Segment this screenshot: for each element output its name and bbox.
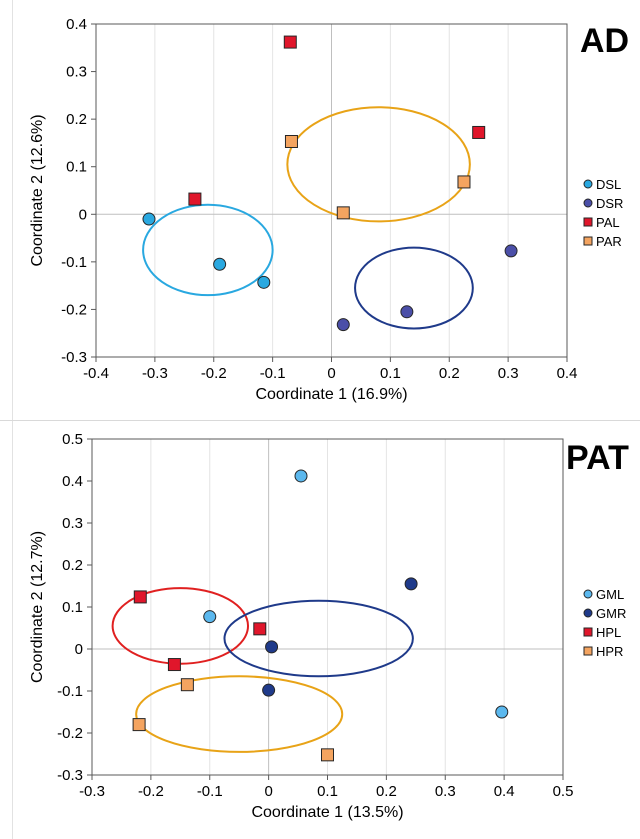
- pat-y-tick-label: -0.1: [57, 683, 83, 700]
- pat-cluster-ellipse-1: [111, 587, 250, 665]
- ad-legend-dsl-marker: [583, 179, 593, 189]
- ad-point-par: [457, 175, 471, 189]
- pat-x-tick-label: 0: [264, 783, 272, 800]
- ad-legend-par-marker: [583, 236, 593, 246]
- ad-x-tick-label: 0.2: [439, 365, 460, 382]
- ad-y-tick-label: 0: [79, 206, 87, 223]
- ad-y-tick-label: 0.4: [66, 16, 87, 33]
- ad-point-par: [284, 135, 298, 149]
- ad-y-tick-label: 0.3: [66, 64, 87, 81]
- ad-legend-pal-marker: [583, 217, 593, 227]
- pat-x-axis-title: Coordinate 1 (13.5%): [251, 804, 403, 821]
- ad-x-axis-title: Coordinate 1 (16.9%): [255, 386, 407, 403]
- pat-legend-hpr-label: HPR: [596, 644, 623, 659]
- pat-y-tick-label: 0.2: [62, 557, 83, 574]
- ad-y-tick-label: -0.2: [61, 301, 87, 318]
- ad-x-tick-label: 0.3: [498, 365, 519, 382]
- pat-legend-hpl-marker: [583, 627, 593, 637]
- ad-point-dsl: [213, 257, 227, 271]
- ad-y-tick-label: 0.2: [66, 111, 87, 128]
- pat-point-hpl: [133, 590, 147, 604]
- ad-legend-dsr-label: DSR: [596, 196, 623, 211]
- ad-point-dsl: [257, 275, 271, 289]
- ad-y-axis-title: Coordinate 2 (12.6%): [29, 114, 46, 266]
- pat-y-tick-label: 0: [75, 641, 83, 658]
- ad-point-dsl: [142, 212, 156, 226]
- ad-y-tick-label: 0.1: [66, 159, 87, 176]
- ad-y-tick-label: -0.3: [61, 349, 87, 366]
- pat-panel-title: PAT: [566, 439, 629, 477]
- pat-cluster-ellipse-2: [223, 599, 414, 678]
- ad-cluster-ellipse-1: [142, 203, 274, 297]
- pat-legend-gml-label: GML: [596, 587, 624, 602]
- pat-point-hpr: [180, 678, 194, 692]
- ad-legend-dsl-label: DSL: [596, 177, 621, 192]
- ad-cluster-ellipse-3: [286, 106, 471, 223]
- chart-pat-svg: -0.3 -0.2 -0.1 0 0.1 0.2 0.3 0.4 0.5 -0.3 -0.2 -0.1…: [29, 431, 629, 821]
- ad-x-tick-label: -0.1: [260, 365, 286, 382]
- pat-point-hpl: [253, 622, 267, 636]
- ad-legend-pal-label: PAL: [596, 215, 620, 230]
- pat-point-gml: [495, 705, 509, 719]
- pat-cluster-ellipse-3: [135, 675, 344, 753]
- pat-legend-gmr-marker: [583, 608, 593, 618]
- pat-x-tick-label: -0.1: [197, 783, 223, 800]
- pat-y-tick-label: 0.4: [62, 473, 83, 490]
- pat-y-tick-label: -0.3: [57, 767, 83, 784]
- pat-y-tick-label: 0.3: [62, 515, 83, 532]
- ad-legend-dsr-marker: [583, 198, 593, 208]
- ad-x-tick-label: -0.3: [142, 365, 168, 382]
- pat-y-axis-title: Coordinate 2 (12.7%): [29, 531, 46, 683]
- pat-y-tick-label: -0.2: [57, 725, 83, 742]
- pat-point-gml: [294, 469, 308, 483]
- ad-legend-par-label: PAR: [596, 234, 622, 249]
- pat-legend-hpr-marker: [583, 646, 593, 656]
- pat-y-tick-label: 0.1: [62, 599, 83, 616]
- pat-x-tick-label: 0.3: [435, 783, 456, 800]
- pat-x-tick-label: -0.2: [138, 783, 164, 800]
- pat-x-tick-label: 0.2: [376, 783, 397, 800]
- pat-point-hpr: [321, 748, 334, 762]
- chart-panel-ad: -0.4 -0.3 -0.2 -0.1 0 0.1 0.2 0.3 0.4 -0.3 -0.2 -0.…: [29, 16, 629, 403]
- pat-point-gmr: [262, 683, 276, 697]
- ad-point-pal: [188, 192, 202, 206]
- pat-point-gml: [203, 610, 217, 624]
- ad-point-dsr: [400, 305, 414, 319]
- pat-point-hpl: [167, 658, 181, 672]
- pat-x-tick-label: -0.3: [79, 783, 105, 800]
- pat-point-gmr: [404, 577, 418, 591]
- ad-cluster-ellipse-2: [354, 246, 474, 330]
- ad-x-tick-label: 0.4: [557, 365, 578, 382]
- chart-panel-pat: -0.3 -0.2 -0.1 0 0.1 0.2 0.3 0.4 0.5 -0.3 -0.2 -0.1…: [0, 422, 640, 839]
- ad-y-tick-label: -0.1: [61, 254, 87, 271]
- pat-x-tick-label: 0.1: [317, 783, 338, 800]
- ad-x-tick-label: -0.2: [201, 365, 227, 382]
- ad-point-dsr: [504, 244, 518, 258]
- ad-panel-title: AD: [580, 22, 629, 60]
- panel-divider: [0, 420, 640, 421]
- ad-point-dsr: [336, 318, 350, 332]
- pat-point-hpr: [132, 718, 146, 732]
- ad-x-tick-label: 0: [327, 365, 335, 382]
- frame-edge: [12, 0, 13, 839]
- pat-legend-gmr-label: GMR: [596, 606, 626, 621]
- pat-legend-gml-marker: [583, 589, 593, 599]
- chart-ad-svg: -0.4 -0.3 -0.2 -0.1 0 0.1 0.2 0.3 0.4-0.3-0.2-0.…: [29, 16, 629, 403]
- pat-x-tick-label: 0.4: [494, 783, 515, 800]
- ad-point-pal: [472, 125, 486, 139]
- ad-x-tick-label: 0.1: [380, 365, 401, 382]
- pat-y-tick-label: 0.5: [62, 431, 83, 448]
- pat-x-tick-label: 0.5: [553, 783, 574, 800]
- pat-legend-hpl-label: HPL: [596, 625, 621, 640]
- ad-point-par: [336, 206, 350, 220]
- ad-x-tick-label: -0.4: [83, 365, 109, 382]
- pat-point-gmr: [265, 640, 279, 654]
- ad-point-pal: [283, 35, 297, 49]
